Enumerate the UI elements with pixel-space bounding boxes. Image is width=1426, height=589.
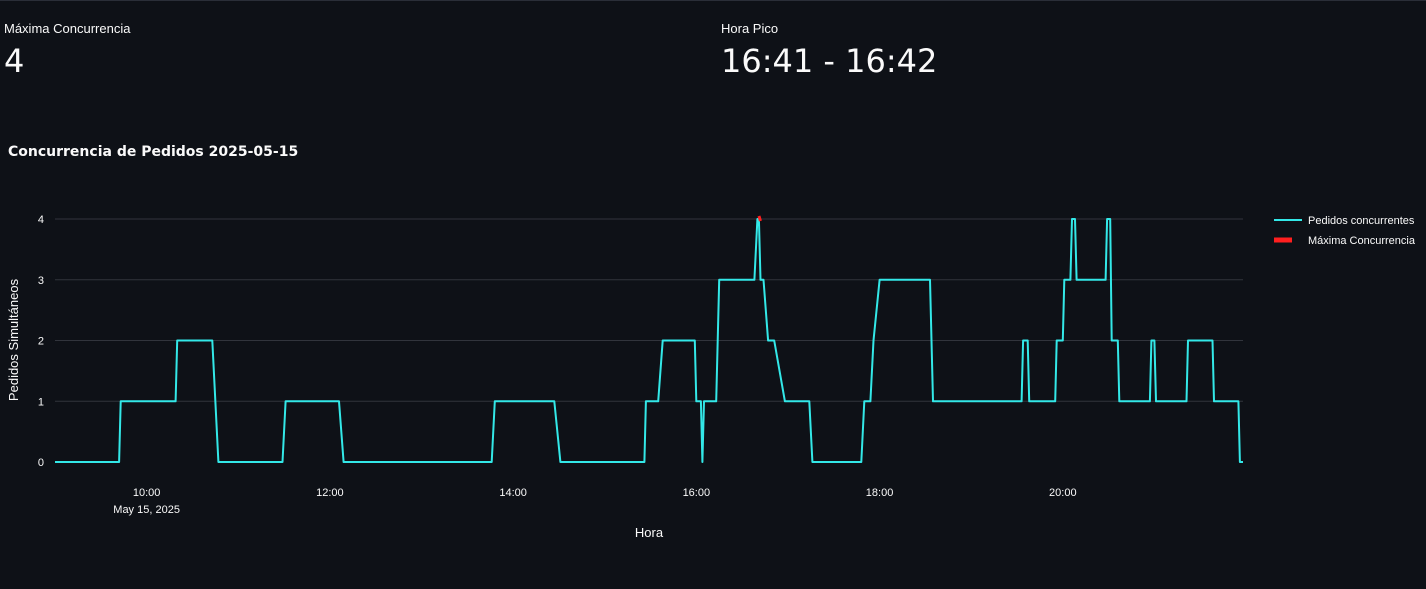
x-tick-label: 16:00 [683, 487, 711, 499]
y-axis-ticks: 0 1 2 3 4 [38, 214, 44, 469]
x-axis-title: Hora [635, 525, 664, 540]
y-tick-label: 4 [38, 214, 44, 226]
x-tick-label: 14:00 [499, 487, 527, 499]
series-lines[interactable] [55, 215, 1243, 463]
x-tick-label: 18:00 [866, 487, 894, 499]
metric-value: 4 [4, 42, 25, 80]
legend-label-series[interactable]: Pedidos concurrentes [1308, 215, 1415, 227]
legend[interactable]: Pedidos concurrentes Máxima Concurrencia [1274, 215, 1416, 247]
legend-label-peak[interactable]: Máxima Concurrencia [1308, 235, 1416, 247]
metric-label: Hora Pico [721, 21, 779, 36]
y-tick-label: 2 [38, 336, 44, 348]
y-tick-label: 0 [38, 457, 44, 469]
concurrency-chart[interactable]: Concurrencia de Pedidos 2025-05-15 0 1 2 3 4… [0, 130, 1426, 580]
metric-peak-hour: Hora Pico 16:41 - 16:42 [721, 21, 937, 80]
gridlines [55, 218, 1243, 402]
x-tick-label: 12:00 [316, 487, 344, 499]
x-axis-ticks: 10:00 May 15, 2025 12:00 14:00 16:00 18:00 20:… [113, 487, 1076, 516]
top-divider [0, 0, 1426, 1]
x-tick-label: 10:00 [133, 487, 161, 499]
x-tick-label: 20:00 [1049, 487, 1077, 499]
x-tick-sublabel: May 15, 2025 [113, 504, 180, 516]
metric-max-concurrency: Máxima Concurrencia 4 [4, 21, 130, 80]
y-tick-label: 1 [38, 396, 44, 408]
chart-title: Concurrencia de Pedidos 2025-05-15 [8, 144, 298, 160]
metric-value: 16:41 - 16:42 [721, 42, 938, 80]
peak-marker [757, 215, 762, 222]
series-line-pedidos-concurrentes [55, 218, 1243, 463]
y-tick-label: 3 [38, 275, 44, 287]
y-axis-title: Pedidos Simultáneos [6, 278, 21, 401]
metric-label: Máxima Concurrencia [4, 21, 131, 36]
